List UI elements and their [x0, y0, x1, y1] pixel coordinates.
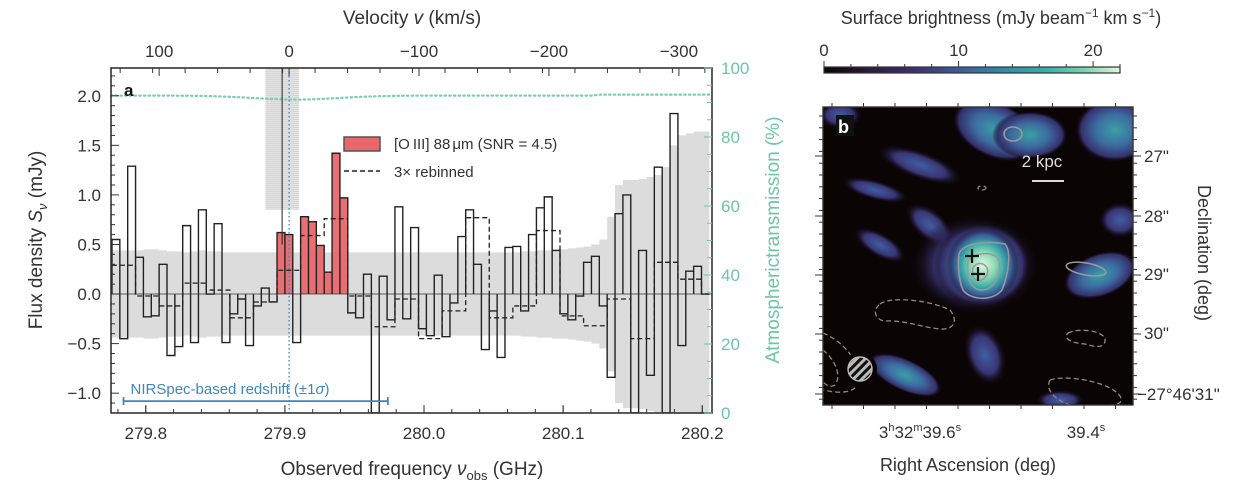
colorbar-tick-label: 0: [819, 41, 828, 60]
beam-ellipse: [847, 356, 873, 382]
right-tick-label: 100: [721, 59, 749, 78]
source-markers: [965, 249, 985, 281]
map-ticks: [815, 103, 1141, 409]
dec-tick-label: 29": [1144, 265, 1169, 284]
x-axis-label: Observed frequency νobs (GHz): [281, 459, 544, 483]
y-tick-label: −1.0: [67, 384, 101, 403]
dec-axis-label: Declination (deg): [1194, 185, 1214, 321]
y-tick-label: 1.0: [77, 186, 101, 205]
dec-tick-label: −27°46'31": [1137, 385, 1220, 404]
dec-tick-label: 28": [1144, 207, 1169, 226]
y-tick-label: 0.5: [77, 235, 101, 254]
top-tick-label: −200: [530, 42, 568, 61]
right-tick-label: 60: [721, 197, 740, 216]
spectrum-tick-labels: 279.8 279.9 280.0 280.1 280.2 −1.0 −0.5 0.0 0.5 1…: [67, 42, 749, 443]
right-tick-label: 0: [721, 404, 730, 423]
right-tick-label: 20: [721, 335, 740, 354]
top-tick-label: −100: [400, 42, 438, 61]
x-tick-label: 280.1: [542, 424, 585, 443]
top-tick-label: 100: [145, 42, 173, 61]
x-tick-label: 280.0: [403, 424, 446, 443]
right-tick-label: 40: [721, 266, 740, 285]
atmospheric-transmission-curve: [111, 93, 712, 101]
right-tick-label: 80: [721, 128, 740, 147]
legend-swatch-oiii: [343, 136, 381, 152]
x-tick-label: 279.8: [125, 424, 168, 443]
positive-contours: [957, 126, 1107, 300]
scale-bar-label: 2 kpc: [1022, 152, 1063, 171]
colorbar-tick-label: 20: [1084, 41, 1103, 60]
top-axis-label: Velocity v (km/s): [343, 8, 481, 29]
cross-marker-1: [965, 249, 979, 263]
top-tick-label: −300: [660, 42, 698, 61]
ra-tick-label-2: 39.4s: [1067, 422, 1106, 442]
spectrum-ticks: [111, 67, 712, 414]
map-axes-frame: [822, 106, 1134, 406]
y-tick-label: 0.0: [77, 285, 101, 304]
oiii-line-fill: [277, 153, 348, 295]
rebinned-step-line: [111, 217, 710, 340]
legend: [O III] 88 μm (SNR = 4.5) 3× rebinned: [343, 136, 557, 181]
y-tick-label: 2.0: [77, 87, 101, 106]
y-axis-label: Flux density Sν (mJy): [26, 151, 50, 330]
spectrum-panel: NIRSpec-based redshift (±1σ) 279.8 279.9 2…: [26, 8, 784, 483]
legend-label-oiii: [O III] 88 μm (SNR = 4.5): [394, 136, 557, 153]
panel-label-b: b: [838, 117, 849, 137]
cross-marker-2: [971, 267, 985, 281]
colorbar: [823, 66, 1121, 74]
nirspec-redshift-label: NIRSpec-based redshift (±1σ): [131, 381, 330, 398]
colorbar-ticks: [823, 61, 1121, 67]
map-panel: Surface brightness (mJy beam−1 km s−1) 0…: [815, 6, 1220, 475]
right-axis-label: Atmospherictransmission (%): [763, 116, 784, 363]
colorbar-tick-labels: 0 10 20: [819, 41, 1102, 60]
x-tick-label: 279.9: [264, 424, 307, 443]
legend-label-rebinned: 3× rebinned: [394, 164, 474, 181]
colorbar-tick-label: 10: [949, 41, 968, 60]
dec-tick-labels: 27" 28" 29" 30" −27°46'31": [1137, 147, 1220, 404]
x-tick-label: 280.2: [681, 424, 724, 443]
panel-label-a: a: [124, 81, 134, 100]
dec-tick-label: 27": [1144, 147, 1169, 166]
top-tick-label: 0: [284, 42, 293, 61]
panel-label-b-bg: [836, 115, 854, 136]
y-tick-label: 1.5: [77, 136, 101, 155]
y-tick-label: −0.5: [67, 335, 101, 354]
ra-axis-label: Right Ascension (deg): [880, 455, 1056, 475]
dec-tick-label: 30": [1144, 324, 1169, 343]
colorbar-label: Surface brightness (mJy beam−1 km s−1): [841, 6, 1161, 28]
ra-tick-label-1: 3h32m39.6s: [879, 422, 962, 442]
